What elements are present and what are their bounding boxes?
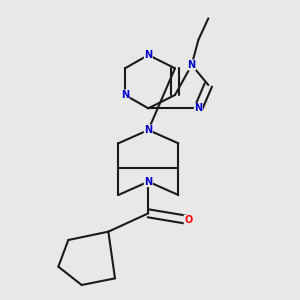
Text: N: N (144, 50, 152, 60)
Text: N: N (194, 103, 202, 113)
Text: N: N (144, 177, 152, 187)
Text: N: N (121, 90, 129, 100)
Text: N: N (188, 60, 196, 70)
Text: N: N (144, 125, 152, 135)
Text: O: O (184, 215, 193, 225)
